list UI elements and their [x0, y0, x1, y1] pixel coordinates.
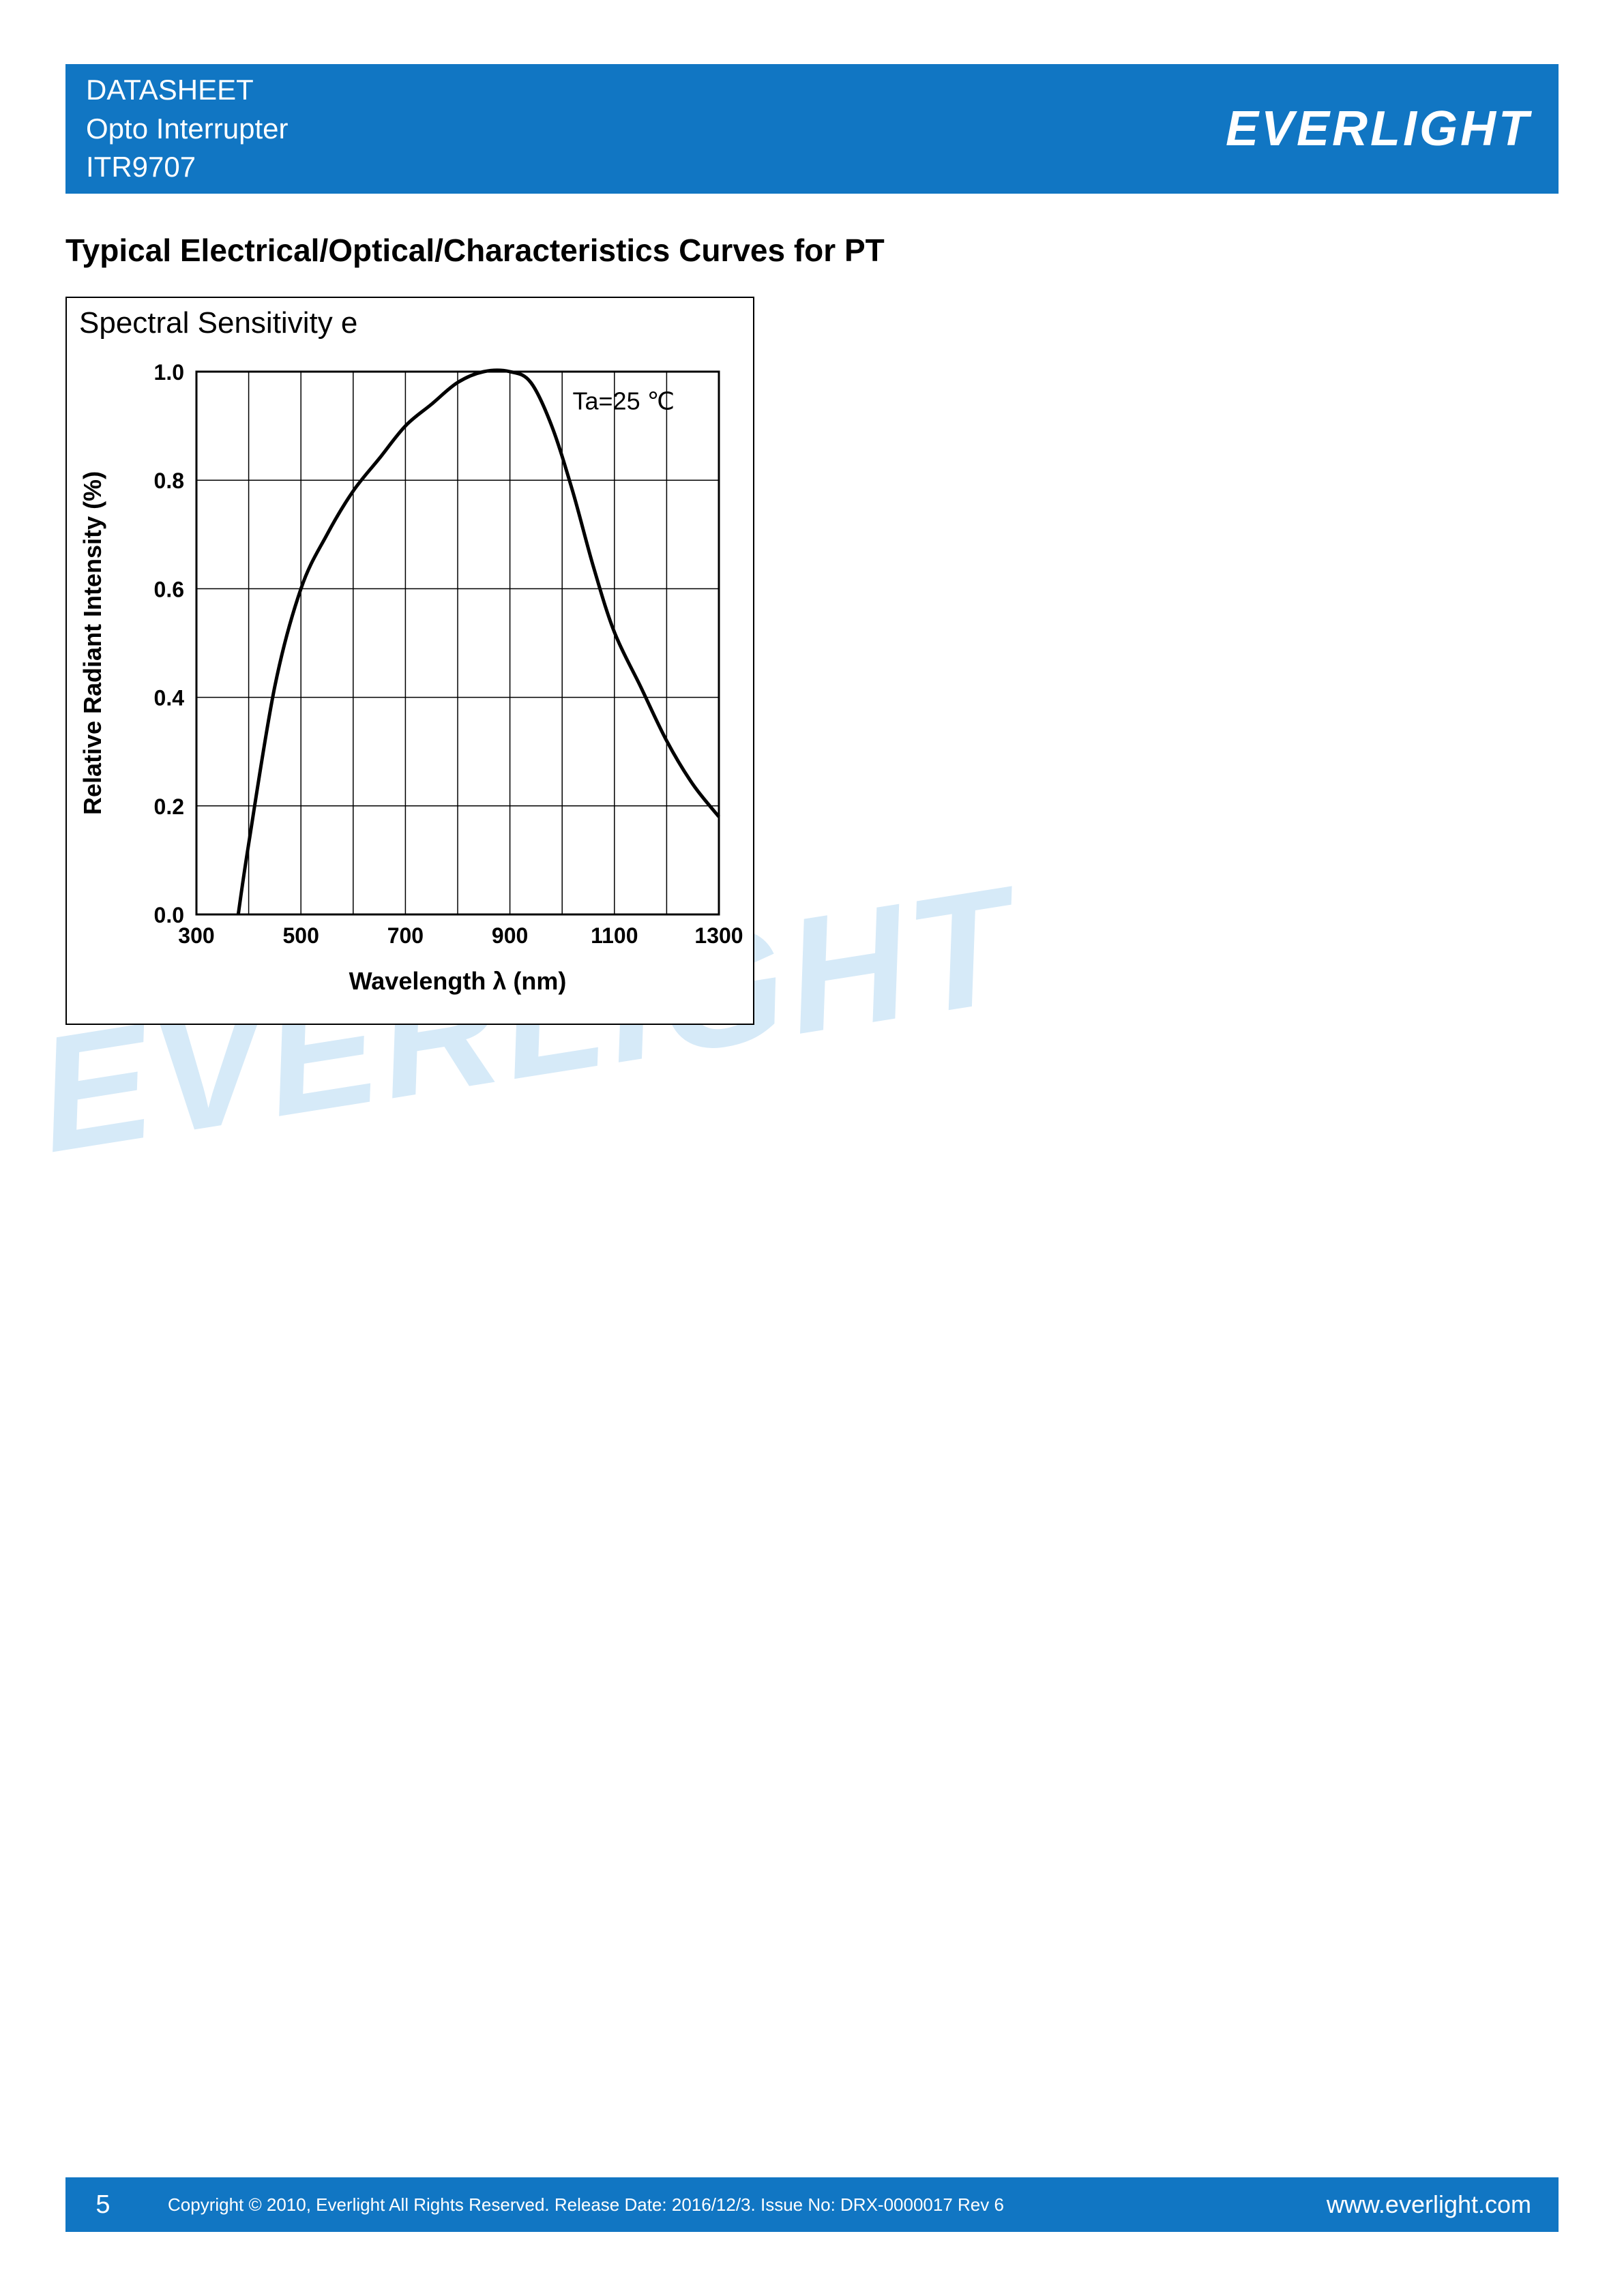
svg-text:0.4: 0.4: [154, 686, 185, 711]
header-line1: DATASHEET: [86, 71, 288, 110]
svg-text:1100: 1100: [591, 923, 638, 948]
chart-ylabel: Relative Radiant Intensity (%): [78, 471, 106, 815]
svg-text:0.2: 0.2: [154, 794, 184, 819]
chart-plot-area: 300500700900110013000.00.20.40.60.81.0Wa…: [67, 351, 753, 1024]
svg-text:900: 900: [492, 923, 528, 948]
header-line3: ITR9707: [86, 148, 288, 187]
footer-url: www.everlight.com: [1327, 2190, 1559, 2219]
svg-text:1300: 1300: [694, 923, 743, 948]
header-title-block: DATASHEET Opto Interrupter ITR9707: [86, 71, 288, 187]
header-bar: DATASHEET Opto Interrupter ITR9707 EVERL…: [65, 64, 1559, 194]
svg-text:700: 700: [387, 923, 424, 948]
svg-text:0.6: 0.6: [154, 577, 184, 601]
page-number: 5: [65, 2190, 141, 2220]
chart-title: Spectral Sensitivity e: [79, 306, 357, 340]
svg-text:0.0: 0.0: [154, 903, 184, 927]
svg-text:500: 500: [283, 923, 319, 948]
chart-annotation: Ta=25 ℃: [573, 387, 675, 415]
svg-text:0.8: 0.8: [154, 468, 184, 493]
chart-xlabel: Wavelength λ (nm): [349, 967, 567, 995]
svg-text:1.0: 1.0: [154, 360, 184, 385]
header-line2: Opto Interrupter: [86, 110, 288, 149]
spectral-sensitivity-chart: Spectral Sensitivity e 30050070090011001…: [65, 297, 754, 1025]
brand-logo: EVERLIGHT: [1226, 101, 1531, 157]
footer-bar: 5 Copyright © 2010, Everlight All Rights…: [65, 2177, 1559, 2232]
section-title: Typical Electrical/Optical/Characteristi…: [65, 232, 885, 269]
chart-svg: 300500700900110013000.00.20.40.60.81.0Wa…: [67, 351, 753, 1024]
copyright-text: Copyright © 2010, Everlight All Rights R…: [141, 2194, 1327, 2216]
